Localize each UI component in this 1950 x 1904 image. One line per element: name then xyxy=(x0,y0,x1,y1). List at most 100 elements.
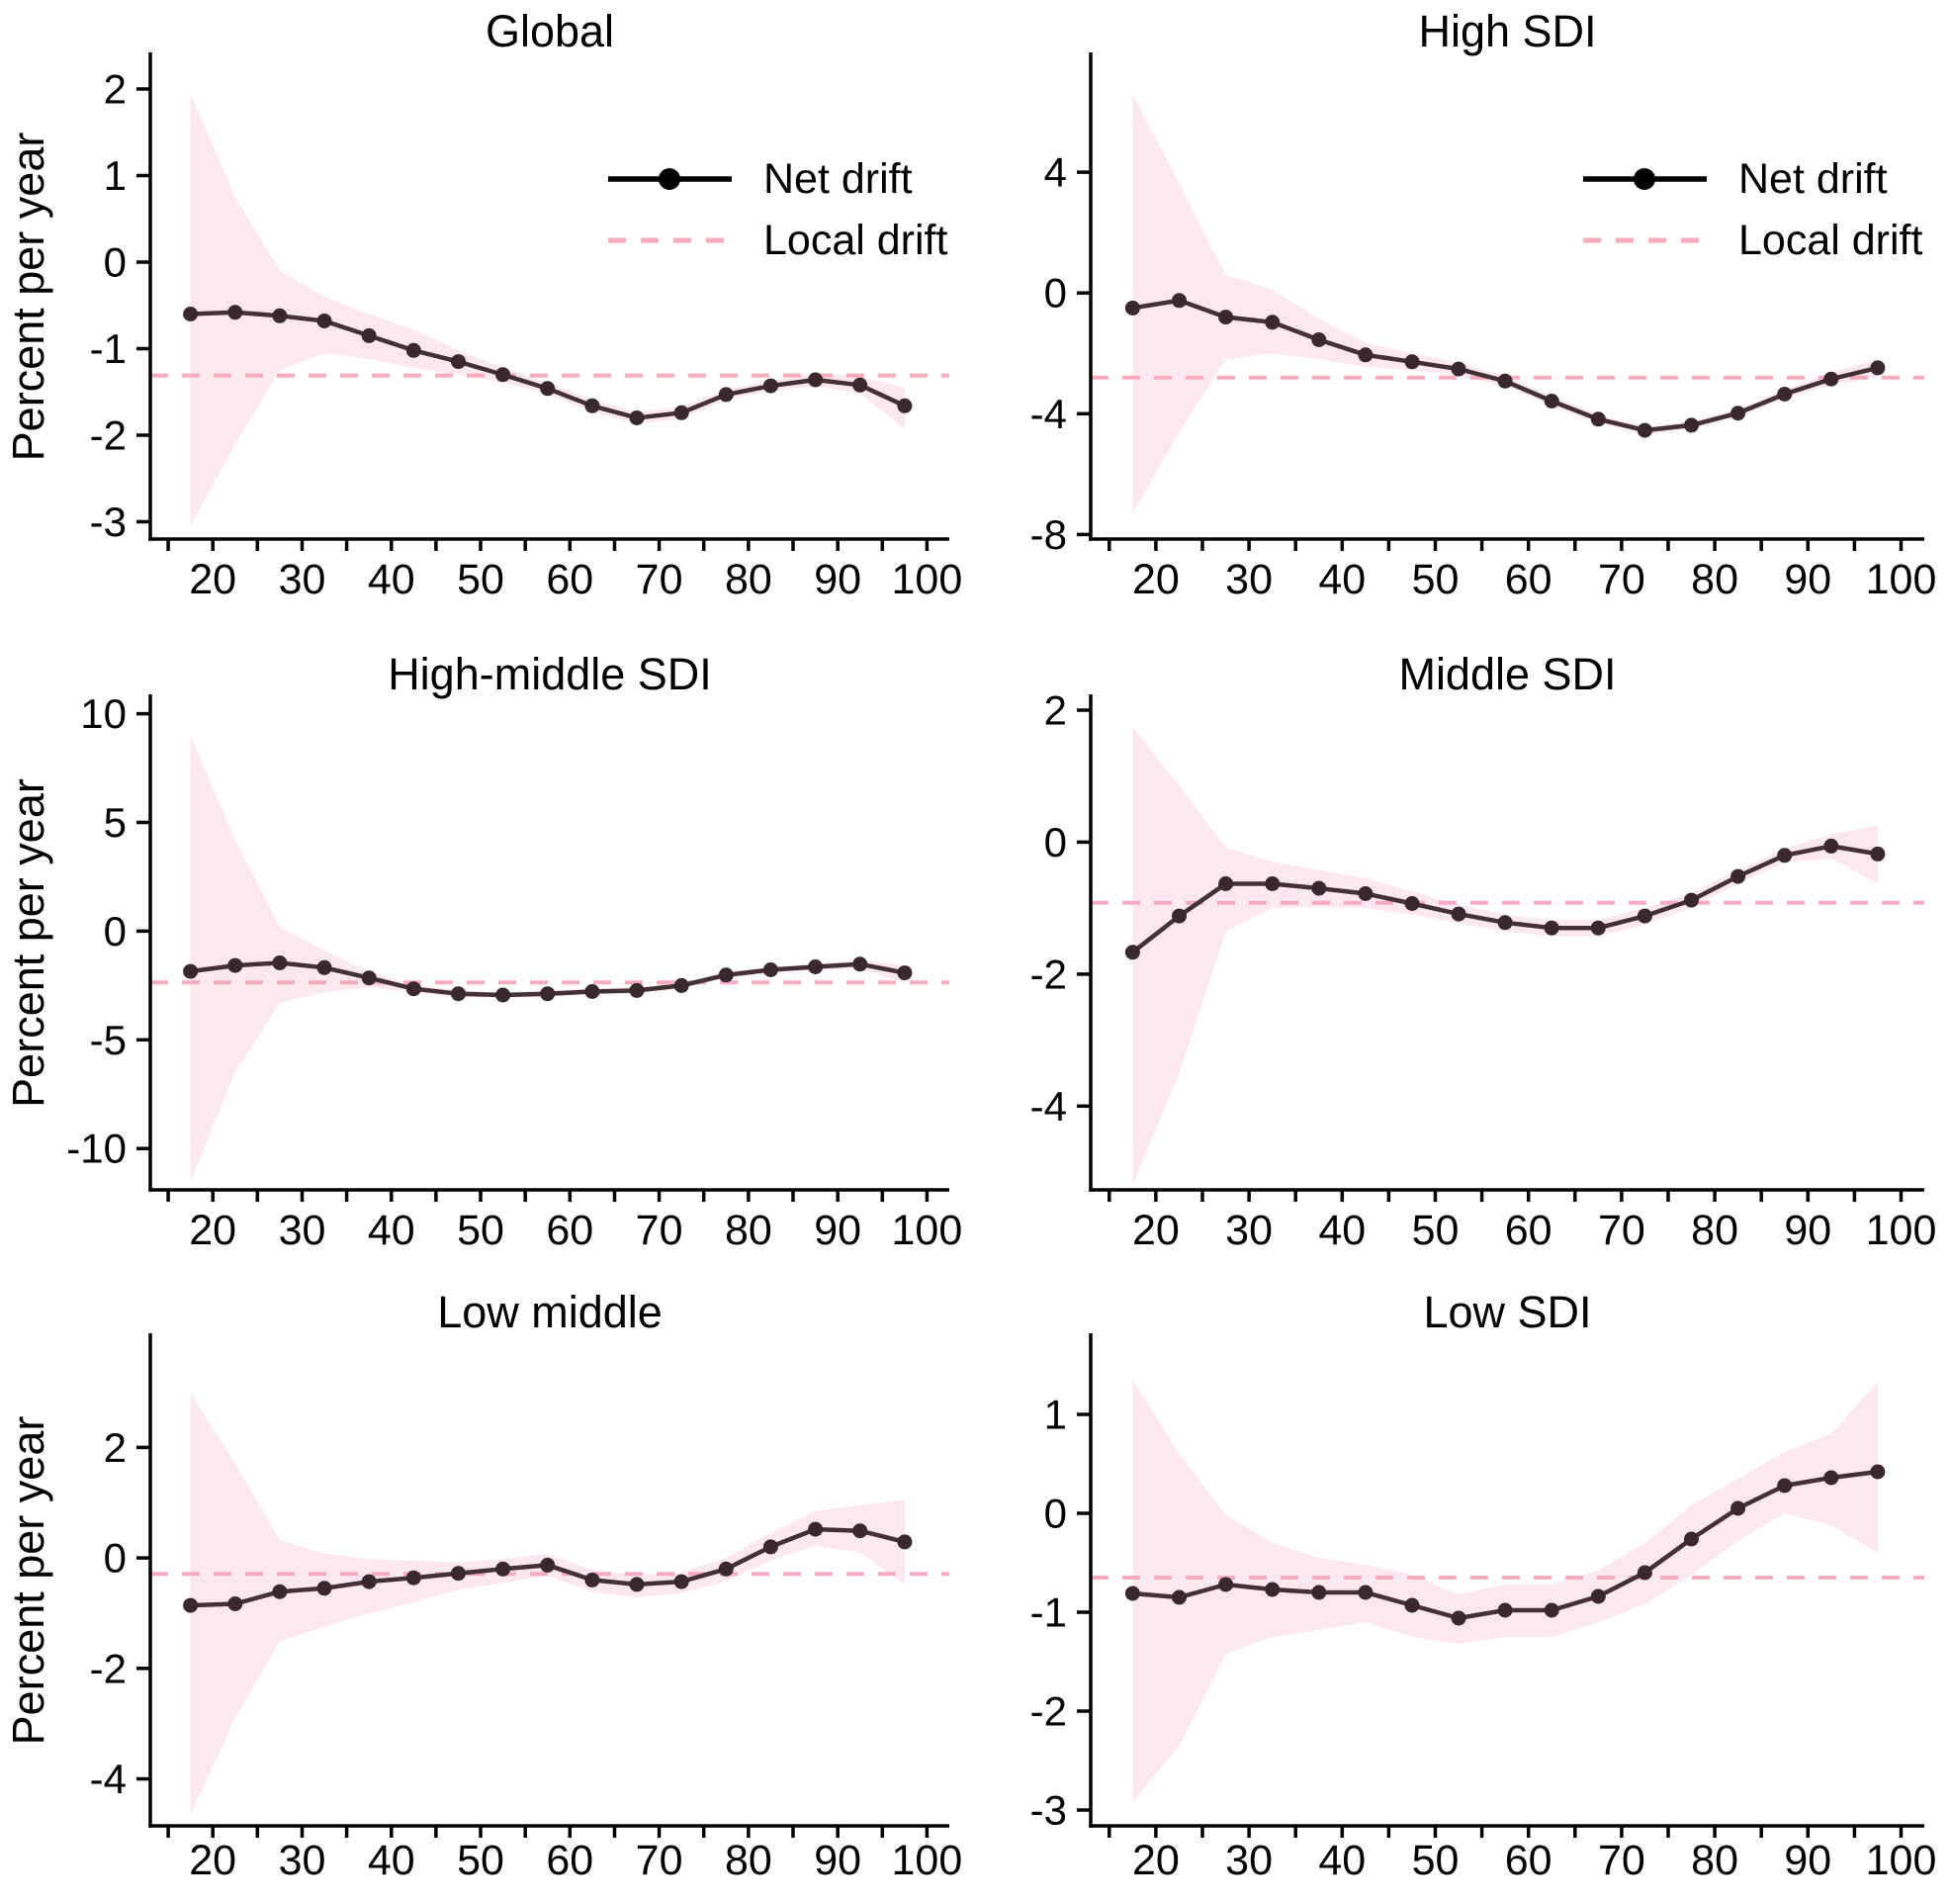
net-drift-point xyxy=(272,955,288,970)
y-tick-label: -8 xyxy=(1030,511,1067,558)
net-drift-point xyxy=(1124,300,1140,316)
net-drift-point xyxy=(1218,310,1234,325)
panel-global: 2 1 0 -1 -2 -3 20 30 40 50 60 70 80 90 100 Global Percen… xyxy=(0,0,975,633)
x-tick-label: 20 xyxy=(189,1837,236,1884)
net-drift-point xyxy=(762,1539,778,1555)
net-drift-point xyxy=(584,398,600,413)
x-tick-label: 50 xyxy=(1412,1837,1460,1884)
net-drift-point xyxy=(1637,422,1652,438)
legend: Net drift Local drift xyxy=(1583,155,1922,264)
net-drift-point xyxy=(808,959,824,974)
y-tick-label: -4 xyxy=(1030,391,1067,437)
x-tick-label: 20 xyxy=(189,1207,236,1254)
net-drift-point xyxy=(1730,868,1746,884)
y-tick-label: -1 xyxy=(90,325,127,372)
x-tick-label: 100 xyxy=(892,1207,963,1254)
net-drift-point xyxy=(316,314,332,328)
x-tick-label: 70 xyxy=(1598,556,1645,603)
y-tick-label: -4 xyxy=(90,1756,127,1802)
legend-net-drift-marker xyxy=(659,168,680,190)
y-tick-label: 1 xyxy=(1044,1392,1067,1438)
x-tick-label: 100 xyxy=(1866,1207,1937,1254)
net-drift-point xyxy=(718,967,734,983)
x-tick-label: 60 xyxy=(1505,1207,1552,1254)
x-tick-label: 80 xyxy=(1691,1837,1738,1884)
net-drift-point xyxy=(1265,1582,1281,1597)
net-drift-point xyxy=(1730,1500,1746,1516)
x-tick-label: 30 xyxy=(1225,1837,1273,1884)
x-tick-label: 40 xyxy=(1318,556,1366,603)
x-tick-label: 40 xyxy=(1318,1207,1366,1254)
net-drift-point xyxy=(361,1574,377,1589)
net-drift-point xyxy=(1590,1588,1606,1604)
net-drift-point xyxy=(405,981,421,997)
x-tick-label: 70 xyxy=(636,1837,683,1884)
net-drift-point xyxy=(361,327,377,343)
net-drift-point xyxy=(183,963,199,979)
net-drift-point xyxy=(1823,1470,1839,1486)
net-drift-point xyxy=(1590,920,1606,936)
y-tick-label: 2 xyxy=(104,66,127,113)
y-tick-label: -2 xyxy=(90,1645,127,1691)
net-drift-line xyxy=(1130,298,1881,433)
legend-net-drift-label: Net drift xyxy=(1738,155,1888,203)
chart-svg: 2 1 0 -1 -2 -3 20 30 40 50 60 70 80 90 100 Global Percen… xyxy=(3,6,962,603)
x-tick-label: 20 xyxy=(189,556,236,603)
x-tick-label: 80 xyxy=(1691,1207,1738,1254)
x-tick-label: 50 xyxy=(457,556,504,603)
legend-local-drift-label: Local drift xyxy=(763,217,947,264)
x-tick-label: 20 xyxy=(1132,556,1180,603)
net-drift-point xyxy=(1404,354,1420,370)
net-drift-point xyxy=(227,1596,243,1611)
net-drift-point xyxy=(1497,1602,1513,1618)
y-axis-title: Percent per year xyxy=(3,1416,53,1746)
net-drift-point xyxy=(495,1561,511,1577)
net-drift-point xyxy=(1544,1602,1559,1618)
panel-title: Global xyxy=(486,6,614,56)
net-drift-point xyxy=(183,1597,199,1613)
net-drift-point xyxy=(1265,315,1281,330)
y-tick-label: -2 xyxy=(1030,1688,1067,1735)
net-drift-point xyxy=(1451,1610,1466,1626)
panel-title: Middle SDI xyxy=(1398,649,1616,699)
net-drift-point xyxy=(852,1523,868,1539)
net-drift-point xyxy=(1218,876,1234,891)
panel-middle-sdi: 2 0 -2 -4 20 30 40 50 60 70 80 90 100 Middle SDI xyxy=(975,633,1950,1266)
net-drift-point xyxy=(1311,332,1327,347)
y-tick-label: -10 xyxy=(66,1126,127,1172)
legend-local-drift-label: Local drift xyxy=(1738,217,1922,264)
x-tick-label: 30 xyxy=(1225,556,1273,603)
x-tick-label: 20 xyxy=(1132,1207,1180,1254)
y-tick-label: 1 xyxy=(104,152,127,199)
x-tick-label: 60 xyxy=(546,556,593,603)
y-tick-label: 0 xyxy=(104,239,127,286)
y-tick-label: 0 xyxy=(1044,270,1067,317)
net-drift-point xyxy=(272,1584,288,1599)
x-tick-label: 70 xyxy=(1598,1837,1645,1884)
confidence-band xyxy=(1132,726,1878,1186)
x-tick-label: 70 xyxy=(1598,1207,1645,1254)
y-tick-label: -2 xyxy=(1030,951,1067,997)
net-drift-point xyxy=(1544,920,1559,936)
net-drift-point xyxy=(1172,908,1187,924)
net-drift-point xyxy=(1777,1478,1793,1494)
net-drift-point xyxy=(540,1557,556,1573)
net-drift-point xyxy=(852,956,868,972)
net-drift-point xyxy=(1684,417,1699,433)
x-tick-label: 90 xyxy=(814,1207,861,1254)
net-drift-point xyxy=(718,1561,734,1577)
y-axis-title: Percent per year xyxy=(3,133,53,462)
net-drift-point xyxy=(1544,394,1559,408)
y-tick-label: 2 xyxy=(1044,687,1067,734)
x-tick-label: 50 xyxy=(457,1207,504,1254)
net-drift-point xyxy=(1684,1531,1699,1547)
x-tick-label: 100 xyxy=(1866,556,1937,603)
net-drift-point xyxy=(1637,1565,1652,1581)
net-drift-point xyxy=(451,1566,466,1582)
net-drift-point xyxy=(1451,906,1466,922)
net-drift-point xyxy=(1124,945,1140,960)
y-tick-label: -3 xyxy=(90,499,127,545)
y-tick-label: 10 xyxy=(80,690,127,737)
